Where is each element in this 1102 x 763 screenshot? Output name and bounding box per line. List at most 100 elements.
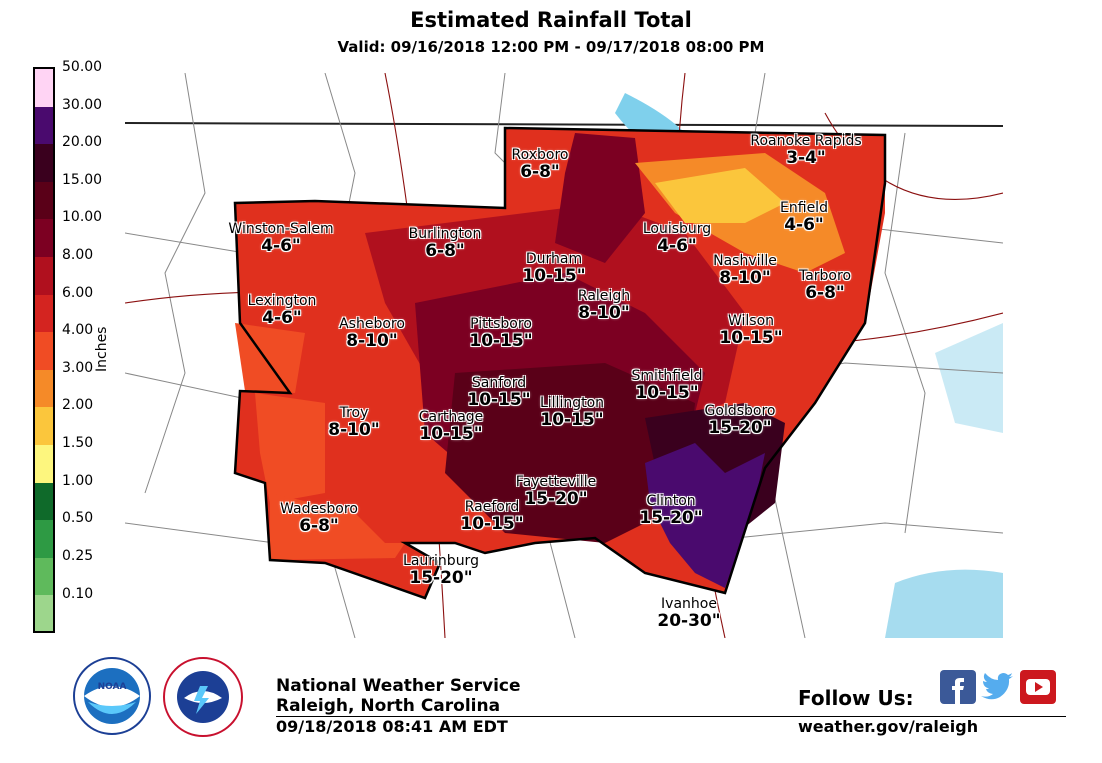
city-name: Roxboro: [511, 147, 569, 163]
legend-tick: 4.00: [62, 322, 94, 338]
website-link[interactable]: weather.gov/raleigh: [798, 717, 979, 736]
legend-tick: 10.00: [62, 209, 103, 225]
city-name: Enfield: [780, 200, 828, 216]
legend-tick: 0.50: [62, 510, 94, 526]
city-name: Nashville: [713, 253, 777, 269]
city-name: Laurinburg: [403, 553, 479, 569]
rain-amount: 15-20": [524, 489, 588, 510]
legend-tick: 2.00: [62, 397, 94, 413]
legend-tick: 8.00: [62, 247, 94, 263]
map-label-pittsboro: Pittsboro 10-15": [469, 316, 532, 352]
map-label-winston-salem: Winston-Salem 4-6": [228, 221, 333, 257]
state-boundary: [125, 122, 1003, 127]
map-label-laurinburg: Laurinburg 15-20": [403, 553, 479, 589]
city-name: Fayetteville: [515, 474, 597, 490]
map-label-durham: Durham 10-15": [522, 251, 585, 287]
legend-swatch: [35, 444, 53, 483]
rain-amount: 15-20": [639, 508, 703, 529]
rain-amount: 4-6": [657, 236, 697, 257]
rain-amount: 10-15": [635, 383, 699, 404]
legend-swatch: [35, 332, 53, 370]
rain-amount: 15-20": [409, 568, 473, 589]
legend-swatch: [35, 482, 53, 521]
noaa-logo: NOAA: [73, 657, 151, 735]
youtube-icon[interactable]: [1020, 670, 1056, 704]
map-label-smithfield: Smithfield 10-15": [632, 368, 703, 404]
rain-amount: 6-8": [299, 516, 339, 537]
legend-swatch: [35, 106, 53, 145]
rain-amount: 10-15": [522, 266, 586, 287]
legend-swatch: [35, 407, 53, 445]
rainfall-fill: [235, 128, 885, 598]
legend-swatch: [35, 369, 53, 408]
office-name: Raleigh, North Carolina: [276, 696, 501, 716]
city-name: Raeford: [464, 499, 520, 515]
legend-tick: 20.00: [62, 134, 103, 150]
map-label-wadesboro: Wadesboro 6-8": [280, 501, 358, 537]
city-name: Asheboro: [339, 316, 405, 332]
city-name: Lillington: [539, 395, 605, 411]
rain-amount: 3-4": [786, 148, 826, 169]
facebook-icon[interactable]: [940, 670, 976, 704]
city-name: Clinton: [646, 493, 696, 509]
nws-logo: [163, 657, 243, 737]
map-label-ivanhoe: Ivanhoe 20-30": [657, 596, 720, 632]
city-name: Wadesboro: [280, 501, 358, 517]
legend-swatch: [35, 520, 53, 558]
legend-swatch: [35, 557, 53, 596]
rain-amount: 10-15": [460, 514, 524, 535]
rain-amount: 10-15": [467, 390, 531, 411]
city-name: Burlington: [408, 226, 482, 242]
rain-amount: 15-20": [708, 418, 772, 439]
city-name: Winston-Salem: [228, 221, 334, 237]
city-name: Smithfield: [631, 368, 703, 384]
map-label-enfield: Enfield 4-6": [780, 200, 828, 236]
legend-tick: 0.10: [62, 586, 94, 602]
map-title: Estimated Rainfall Total: [410, 8, 692, 32]
rain-amount: 4-6": [262, 308, 302, 329]
follow-label: Follow Us:: [798, 686, 914, 710]
city-name: Louisburg: [642, 221, 712, 237]
city-name: Carthage: [418, 409, 484, 425]
legend-tick: 1.50: [62, 435, 94, 451]
city-name: Pittsboro: [470, 316, 532, 332]
rain-amount: 4-6": [784, 215, 824, 236]
map-label-carthage: Carthage 10-15": [419, 409, 484, 445]
legend-swatch: [35, 256, 53, 295]
legend-swatch: [35, 144, 53, 182]
map-label-asheboro: Asheboro 8-10": [339, 316, 405, 352]
legend-tick: 15.00: [62, 172, 103, 188]
rain-amount: 10-15": [540, 410, 604, 431]
city-name: Sanford: [471, 375, 527, 391]
city-name: Raleigh: [577, 288, 631, 304]
map-subtitle: Valid: 09/16/2018 12:00 PM - 09/17/2018 …: [337, 38, 765, 56]
footer-divider: [276, 716, 1066, 717]
city-name: Durham: [525, 251, 583, 267]
legend-swatch: [35, 181, 53, 220]
rain-amount: 6-8": [805, 283, 845, 304]
twitter-icon[interactable]: [978, 670, 1014, 704]
map-label-sanford: Sanford 10-15": [467, 375, 530, 411]
rain-amount: 6-8": [520, 162, 560, 183]
map-label-louisburg: Louisburg 4-6": [643, 221, 711, 257]
ocean-area: [885, 569, 1003, 638]
map-label-nashville: Nashville 8-10": [713, 253, 777, 289]
legend-tick: 3.00: [62, 360, 94, 376]
cwa-outline: [233, 126, 887, 600]
city-name: Ivanhoe: [661, 596, 717, 612]
map-label-roxboro: Roxboro 6-8": [512, 147, 569, 183]
city-name: Lexington: [247, 293, 317, 309]
legend-unit-label: Inches: [94, 326, 110, 372]
map-label-troy: Troy 8-10": [328, 405, 379, 441]
legend-tick: 0.25: [62, 548, 94, 564]
city-name: Troy: [339, 405, 369, 421]
legend-swatch: [35, 294, 53, 333]
map-label-roanoke-rapids: Roanoke Rapids 3-4": [750, 133, 861, 169]
rain-amount: 10-15": [469, 331, 533, 352]
legend-tick: 50.00: [62, 59, 103, 75]
legend-swatch: [35, 595, 53, 631]
legend-swatch: [35, 69, 53, 107]
sound-area: [935, 323, 1003, 433]
rainfall-map[interactable]: [125, 73, 1003, 638]
legend-swatch: [35, 219, 53, 257]
